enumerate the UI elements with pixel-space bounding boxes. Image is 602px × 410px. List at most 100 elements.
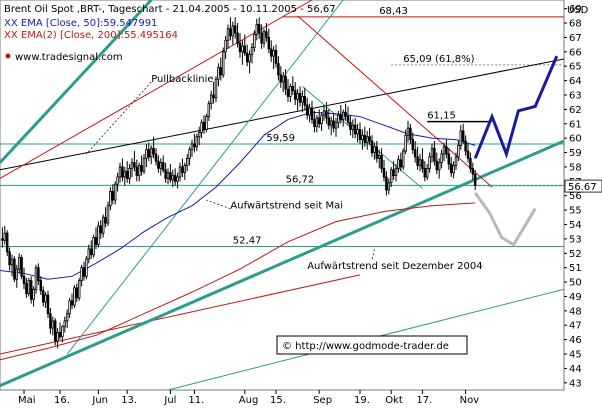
level-label-2: 61,15 [427, 111, 456, 122]
y-tick-label-51: 51 [569, 263, 582, 274]
candle-body-137 [329, 120, 333, 126]
current-price-label: 56.67 [568, 182, 597, 193]
level-label-0: 68,43 [379, 6, 408, 17]
candle-body-31 [75, 287, 79, 299]
candle-body-96 [231, 25, 235, 37]
candle-body-197 [473, 173, 477, 187]
candle-body-35 [85, 258, 88, 277]
y-tick-label-53: 53 [569, 234, 582, 245]
candle-body-126 [303, 96, 307, 106]
candle-body-73 [176, 176, 179, 182]
candle-body-82 [197, 131, 201, 138]
candle-body-195 [469, 157, 472, 169]
candle-body-164 [394, 167, 398, 176]
candle-body-70 [169, 172, 172, 181]
candle-body-1 [3, 232, 7, 241]
candle-body-16 [39, 280, 43, 292]
candle-body-23 [56, 332, 59, 342]
candle-body-64 [154, 153, 158, 162]
candle-body-114 [274, 49, 278, 64]
x-axis: Mai 16. Jun 13. Jul 11. Aug 15. Sep 19. Okt 17. Nov [18, 390, 479, 406]
y-tick-label-68: 68 [569, 19, 582, 30]
candle-body-118 [284, 75, 287, 90]
y-tick-label-43: 43 [569, 378, 582, 389]
candle-body-188 [452, 165, 455, 174]
x-tick-label-9: 19. [354, 395, 370, 406]
candle-body-71 [171, 175, 175, 181]
candle-body-12 [29, 280, 33, 300]
candle-body-124 [298, 93, 302, 103]
candle-body-94 [226, 28, 230, 41]
candle-body-150 [361, 134, 364, 140]
candle-body-189 [454, 156, 458, 166]
x-tick-label-11: 17. [416, 395, 432, 406]
candle-body-172 [413, 149, 417, 158]
ema200-line [0, 202, 476, 361]
candle-body-75 [181, 166, 184, 174]
plot-background [0, 0, 565, 391]
candle-body-104 [250, 47, 254, 56]
x-tick-label-1: 16. [54, 395, 70, 406]
legend: Brent Oil Spot ,BRT-, Tageschart - 21.04… [4, 4, 336, 63]
annotation-pointer-0 [86, 81, 152, 155]
x-tick-label-12: Nov [460, 395, 480, 406]
annotation-pointer-2 [371, 248, 375, 260]
trendline-red-down-trend [297, 15, 493, 188]
candle-body-103 [248, 54, 251, 63]
candle-body-151 [363, 134, 367, 143]
candle-body-106 [255, 24, 259, 35]
candle-body-74 [178, 166, 182, 178]
candle-body-88 [212, 94, 215, 99]
x-tick-label-8: Sep [313, 395, 332, 406]
candle-body-69 [166, 172, 170, 179]
candle-body-131 [315, 117, 319, 128]
candle-body-62 [149, 147, 153, 158]
candle-body-105 [253, 34, 256, 48]
level-label-5: 52,47 [233, 236, 262, 247]
candle-body-180 [433, 147, 436, 162]
candle-body-49 [118, 166, 122, 178]
candle-body-97 [233, 25, 237, 34]
candle-body-83 [200, 121, 203, 133]
candle-body-60 [145, 149, 148, 159]
candle-body-130 [313, 119, 316, 128]
candle-body-76 [183, 165, 187, 174]
candle-body-11 [27, 280, 31, 294]
candle-body-123 [296, 93, 299, 100]
candle-body-136 [327, 117, 331, 126]
candle-body-145 [349, 121, 352, 130]
candle-body-141 [339, 114, 343, 120]
y-tick-label-50: 50 [569, 278, 582, 289]
candle-body-32 [77, 280, 81, 299]
candle-body-27 [65, 313, 69, 322]
candle-body-184 [442, 146, 446, 155]
candle-body-52 [125, 170, 129, 179]
candle-body-196 [471, 167, 475, 175]
candle-body-101 [243, 45, 247, 54]
candle-body-2 [5, 232, 9, 253]
candle-body-133 [320, 114, 323, 125]
candle-body-179 [430, 147, 434, 158]
candle-body-47 [113, 183, 117, 201]
ema50-line [0, 111, 476, 280]
candle-body-192 [461, 130, 465, 142]
candle-body-8 [20, 257, 23, 277]
y-tick-label-60: 60 [569, 134, 582, 145]
candle-body-55 [133, 162, 136, 168]
annotation-aufwartstrend-seit-dezember-2004: Aufwärtstrend seit Dezember 2004 [307, 261, 482, 272]
y-tick-label-67: 67 [569, 33, 582, 44]
candle-body-56 [135, 166, 139, 176]
candle-body-155 [373, 146, 376, 153]
candle-body-109 [262, 31, 266, 44]
candle-body-58 [140, 165, 143, 172]
candle-body-46 [111, 191, 115, 201]
trendline-red-channel-lower [0, 274, 361, 355]
candle-body-140 [337, 114, 340, 123]
candle-body-166 [399, 159, 403, 168]
y-tick-label-56: 56 [569, 191, 582, 202]
candle-body-159 [382, 167, 386, 178]
projections [473, 55, 559, 247]
projection-bullish-projection [473, 55, 559, 159]
candle-body-112 [269, 48, 273, 57]
candle-body-79 [190, 143, 194, 151]
